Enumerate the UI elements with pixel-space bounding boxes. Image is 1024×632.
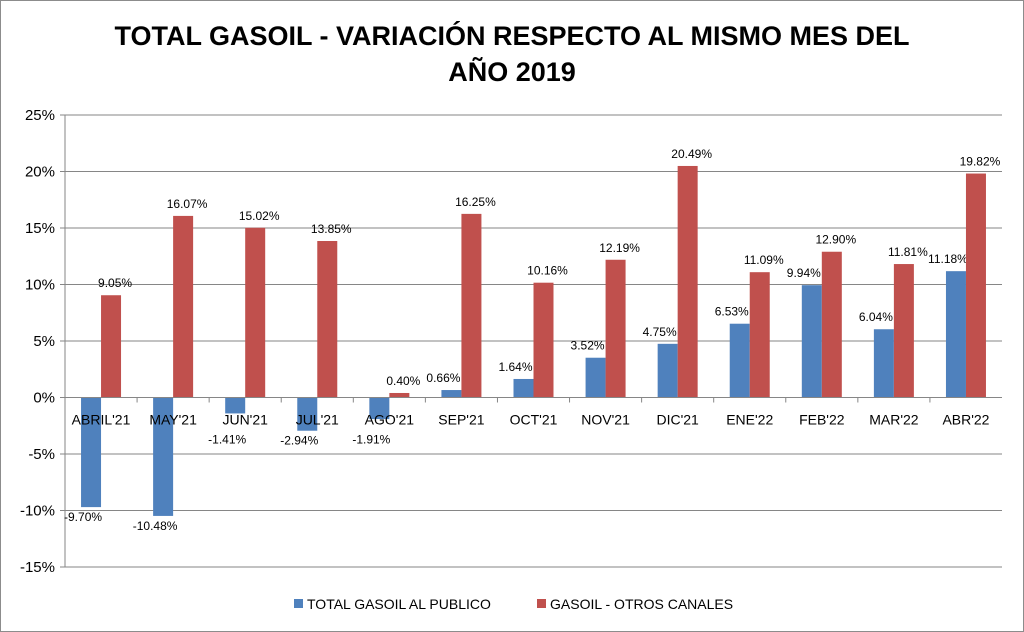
x-tick-label: JUL'21 [296, 412, 339, 428]
legend-label: TOTAL GASOIL AL PUBLICO [307, 596, 491, 612]
bar-otros [749, 272, 770, 398]
y-tick-label: 20% [25, 164, 55, 181]
data-label: 6.53% [715, 305, 749, 319]
legend-swatch [294, 599, 303, 608]
y-tick-label: 0% [33, 390, 55, 407]
bar-otros [533, 282, 554, 398]
data-label: -2.94% [280, 434, 318, 448]
data-label: 4.75% [643, 325, 677, 339]
bar-otros [245, 227, 266, 398]
data-label: 20.49% [671, 147, 712, 161]
bar-publico [945, 271, 966, 398]
x-tick-label: AGO'21 [365, 412, 415, 428]
x-tick-label: ABR'22 [942, 412, 989, 428]
y-tick-label: -5% [28, 446, 55, 463]
y-tick-label: 15% [25, 220, 55, 237]
bar-otros [893, 264, 914, 398]
bar-otros [173, 215, 194, 398]
bar-publico [441, 390, 462, 398]
bar-publico [585, 357, 606, 398]
data-label: 1.64% [498, 360, 532, 374]
bar-publico [369, 397, 390, 420]
x-tick-label: JUN'21 [222, 412, 268, 428]
data-label: -1.41% [208, 433, 246, 447]
data-label: 16.25% [455, 195, 496, 209]
data-label: 12.90% [815, 233, 856, 247]
data-label: -10.48% [133, 519, 178, 533]
data-label: 0.40% [386, 374, 420, 388]
y-tick-label: -10% [20, 503, 55, 520]
x-tick-label: ABRIL'21 [72, 412, 131, 428]
bar-publico [297, 397, 318, 431]
x-tick-label: NOV'21 [581, 412, 630, 428]
data-label: -1.91% [352, 433, 390, 447]
bar-otros [461, 213, 482, 398]
bar-otros [821, 251, 842, 398]
data-label: 3.52% [571, 339, 605, 353]
legend-swatch [537, 599, 546, 608]
chart-title-line1: TOTAL GASOIL - VARIACIÓN RESPECTO AL MIS… [114, 21, 910, 51]
x-tick-label: SEP'21 [438, 412, 484, 428]
data-label: 16.07% [167, 197, 208, 211]
data-label: 15.02% [239, 209, 280, 223]
data-label: 10.16% [527, 264, 568, 278]
data-label: 0.66% [426, 371, 460, 385]
bar-otros [389, 392, 410, 398]
x-tick-label: MAY'21 [149, 412, 197, 428]
x-tick-label: FEB'22 [799, 412, 845, 428]
data-label: 12.19% [599, 241, 640, 255]
data-label: 9.94% [787, 266, 821, 280]
data-label: 19.82% [960, 155, 1001, 169]
data-label: 13.85% [311, 222, 352, 236]
bar-publico [153, 397, 174, 516]
legend-label: GASOIL - OTROS CANALES [550, 596, 733, 612]
bar-publico [225, 397, 246, 414]
bar-publico [657, 343, 678, 398]
x-tick-label: OCT'21 [510, 412, 558, 428]
bar-otros [317, 240, 338, 398]
data-label: -9.70% [64, 510, 102, 524]
bar-publico [513, 378, 534, 398]
y-tick-label: 25% [25, 107, 55, 124]
data-label: 11.18% [928, 252, 968, 266]
bar-publico [81, 397, 102, 508]
x-tick-label: DIC'21 [656, 412, 699, 428]
bar-otros [677, 165, 698, 398]
bar-publico [729, 323, 750, 398]
bar-otros [965, 173, 986, 398]
data-label: 11.09% [744, 253, 784, 267]
x-tick-label: MAR'22 [869, 412, 919, 428]
data-label: 6.04% [859, 310, 893, 324]
data-label: 9.05% [98, 276, 132, 290]
data-label: 11.81% [888, 245, 928, 259]
chart-title-line2: AÑO 2019 [448, 57, 576, 87]
bar-publico [873, 329, 894, 398]
x-tick-label: ENE'22 [726, 412, 773, 428]
bar-publico [801, 285, 822, 398]
chart-title: TOTAL GASOIL - VARIACIÓN RESPECTO AL MIS… [0, 18, 1024, 90]
y-tick-label: -15% [20, 559, 55, 576]
bar-otros [101, 295, 122, 398]
bar-otros [605, 259, 626, 398]
y-tick-label: 10% [25, 277, 55, 294]
y-tick-label: 5% [33, 333, 55, 350]
